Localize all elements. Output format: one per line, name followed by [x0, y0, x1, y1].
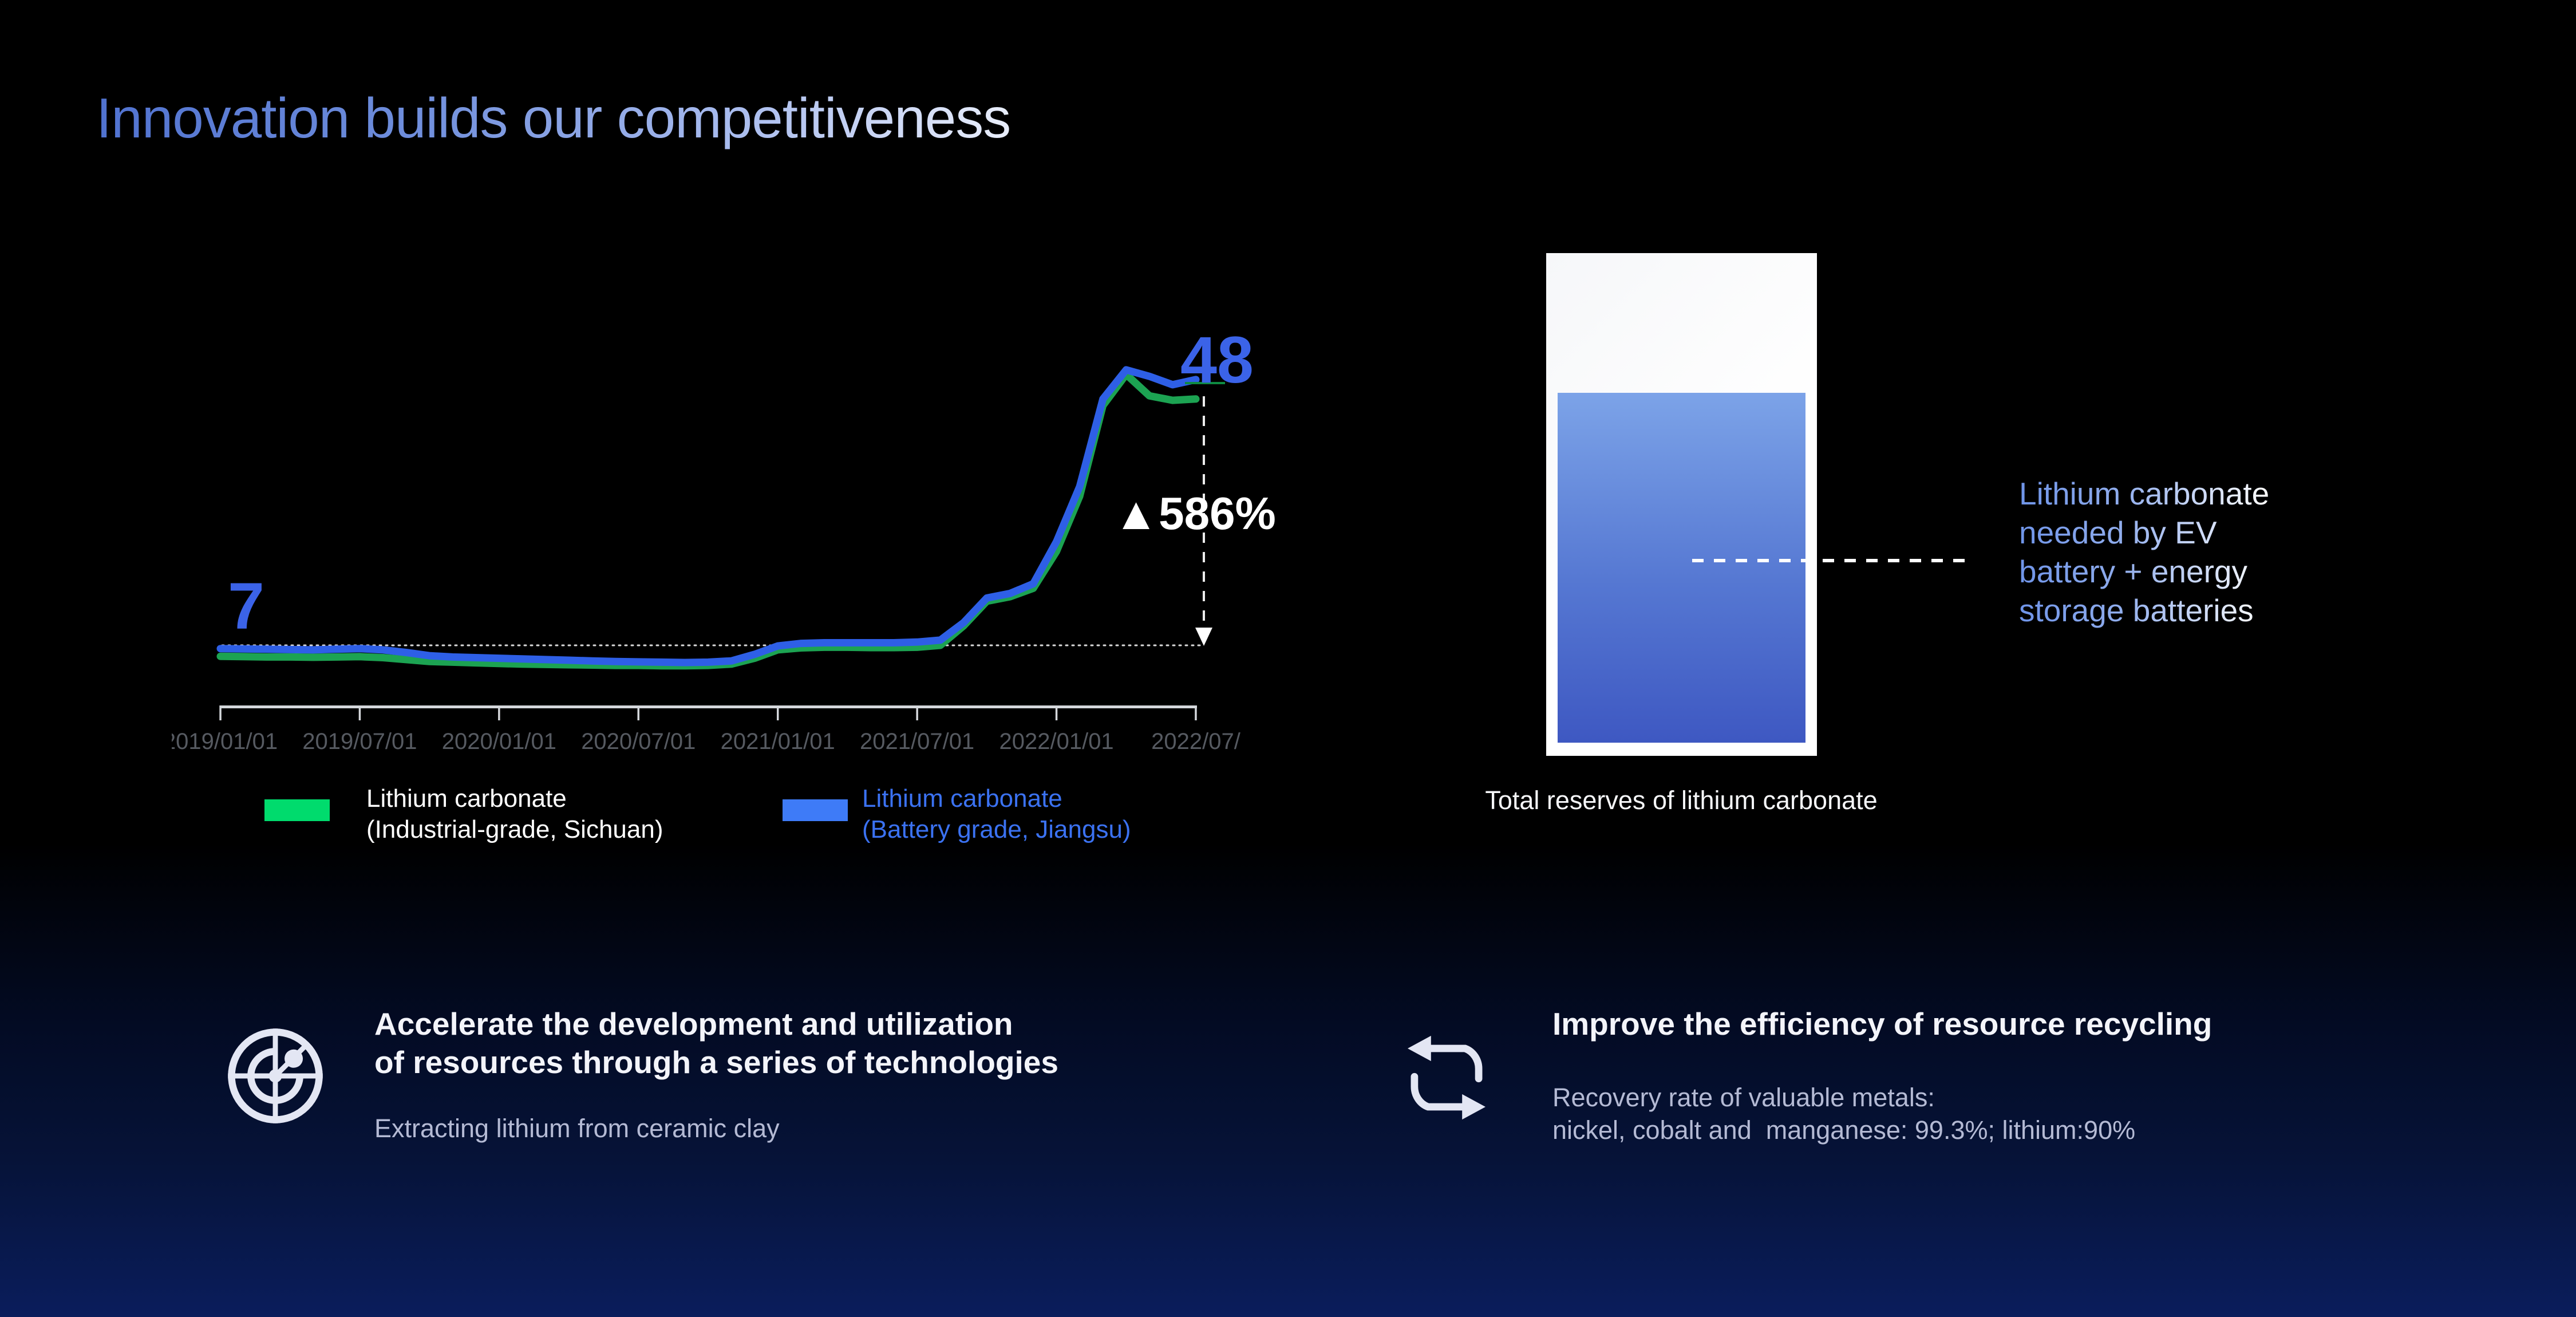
x-axis-ticks: 2019/01/01 2019/07/01 2020/01/01 2020/07/01… [172, 705, 1241, 754]
initiative-subtext-resources: Extracting lithium from ceramic clay [374, 1114, 780, 1143]
x-axis-tick-label: 2020/07/01 [581, 729, 696, 754]
x-axis-tick [1055, 705, 1058, 720]
x-axis-tick [1195, 705, 1197, 720]
recycle-arrowhead-right [1462, 1094, 1485, 1120]
x-axis-tick [916, 705, 918, 720]
x-axis-line [220, 705, 1197, 708]
reservoir-fill-level [1558, 393, 1805, 743]
initiative-subtext-recycling: Recovery rate of valuable metals: nickel… [1552, 1083, 2136, 1145]
reservoir-caption: Total reserves of lithium carbonate [1485, 786, 1878, 815]
recycle-arrows-icon [1408, 1035, 1485, 1120]
x-axis-tick-label: 2022/07/ [1151, 729, 1241, 754]
radar-target-icon [228, 1028, 323, 1123]
drop-arrow-head [1195, 628, 1212, 646]
price-chart: 2019/01/01 2019/07/01 2020/01/01 2020/07/01… [172, 324, 1276, 754]
x-axis-tick [637, 705, 639, 720]
series-line-industrial [216, 370, 1200, 670]
change-percent-label: ▲586% [1113, 488, 1276, 539]
series-lines [216, 366, 1200, 670]
series-line-battery [216, 366, 1200, 667]
legend-swatch-industrial [264, 799, 330, 821]
start-value-label: 7 [228, 570, 264, 643]
x-axis-tick-label: 2020/01/01 [442, 729, 556, 754]
x-axis-tick [358, 705, 361, 720]
recycle-arrowhead-left [1408, 1035, 1431, 1062]
page-title: Innovation builds our competitiveness [96, 86, 1011, 149]
legend-swatch-battery [783, 799, 848, 821]
x-axis-tick-label: 2022/01/01 [999, 729, 1113, 754]
x-axis-tick [777, 705, 779, 720]
x-axis-tick [498, 705, 500, 720]
x-axis-tick-label: 2019/07/01 [302, 729, 417, 754]
reservoir-needed-label: Lithium carbonate needed by EV battery +… [2019, 474, 2269, 630]
reservoir-connector-dashed-line [1692, 559, 1965, 562]
x-axis-tick [219, 705, 222, 720]
x-axis-tick-label: 2021/07/01 [860, 729, 974, 754]
end-value-label: 48 [1180, 324, 1254, 397]
initiative-heading-resources: Accelerate the development and utilizati… [374, 1006, 1058, 1080]
x-axis-tick-label: 2021/01/01 [721, 729, 835, 754]
legend-label-industrial: Lithium carbonate (Industrial-grade, Sic… [366, 784, 663, 843]
legend-label-battery: Lithium carbonate (Battery grade, Jiangs… [862, 784, 1131, 843]
x-axis-tick-label: 2019/01/01 [172, 729, 278, 754]
initiative-heading-recycling: Improve the efficiency of resource recyc… [1552, 1006, 2212, 1042]
